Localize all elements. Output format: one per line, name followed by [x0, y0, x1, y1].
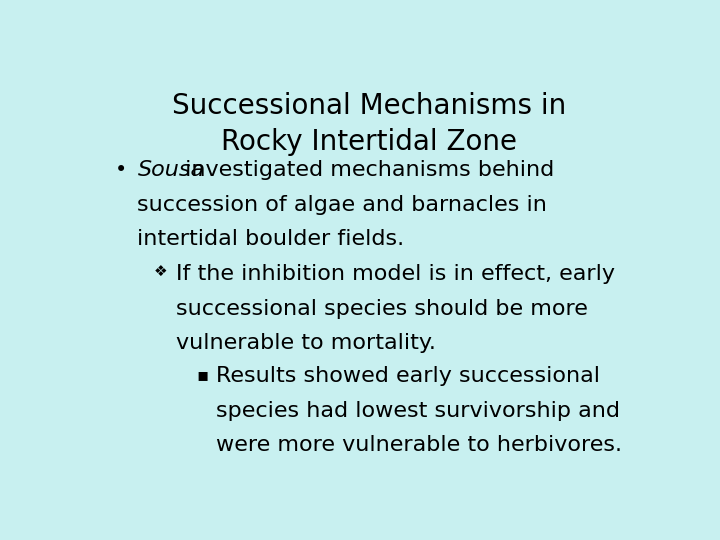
Text: If the inhibition model is in effect, early: If the inhibition model is in effect, ea…: [176, 265, 616, 285]
Text: were more vulnerable to herbivores.: were more vulnerable to herbivores.: [215, 435, 621, 455]
Text: vulnerable to mortality.: vulnerable to mortality.: [176, 333, 436, 353]
Text: Successional Mechanisms in
Rocky Intertidal Zone: Successional Mechanisms in Rocky Interti…: [172, 92, 566, 156]
Text: Results showed early successional: Results showed early successional: [215, 366, 600, 386]
Text: investigated mechanisms behind: investigated mechanisms behind: [178, 160, 554, 180]
Text: succession of algae and barnacles in: succession of algae and barnacles in: [138, 195, 547, 215]
Text: ❖: ❖: [154, 265, 168, 279]
Text: successional species should be more: successional species should be more: [176, 299, 588, 319]
Text: species had lowest survivorship and: species had lowest survivorship and: [215, 401, 619, 421]
Text: •: •: [115, 160, 127, 180]
Text: intertidal boulder fields.: intertidal boulder fields.: [138, 230, 405, 249]
Text: ▪: ▪: [196, 366, 208, 384]
Text: Sousa: Sousa: [138, 160, 204, 180]
